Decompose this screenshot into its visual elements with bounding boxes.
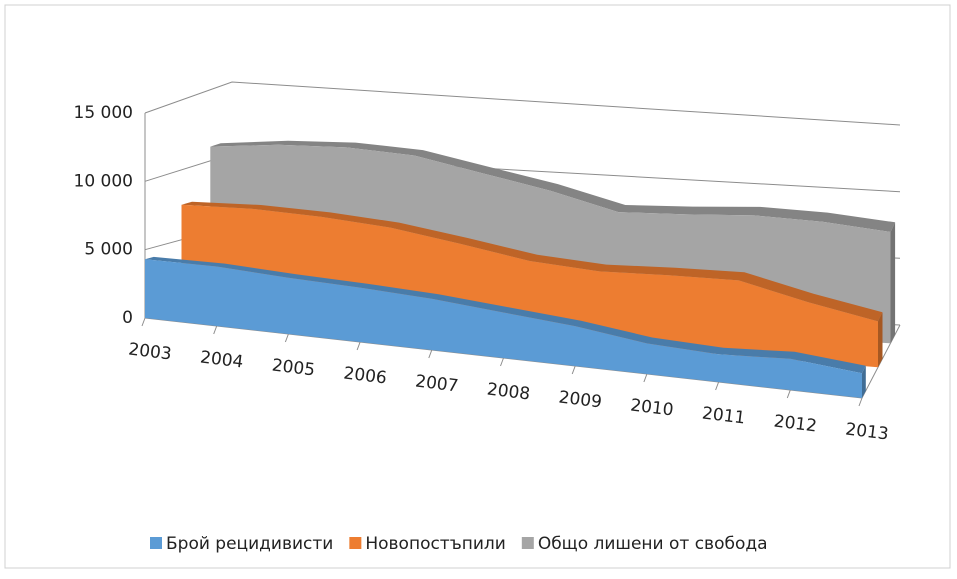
area-top [145,256,866,374]
area-side [890,222,896,344]
x-tick [141,317,146,327]
x-tick [500,357,504,367]
y-tick-label: 5 000 [84,240,133,260]
legend-label: Брой рецидивисти [166,534,333,554]
area-top [210,140,896,232]
grid-line [144,81,901,126]
x-tick [356,341,361,351]
x-tick [858,397,863,407]
area-side [878,312,883,368]
legend-swatch [521,537,534,549]
area-side [862,365,866,398]
x-tick [428,349,433,359]
y-tick-label: 10 000 [74,171,133,191]
x-tick [213,325,218,335]
x-tick [786,389,791,399]
area-front [181,204,878,368]
x-tick [643,373,648,383]
legend-label: Общо лишени от свобода [538,534,768,554]
y-tick-label: 15 000 [74,103,133,123]
x-tick [571,365,576,375]
legend-label: Новопостъпили [365,534,505,554]
x-tick [715,381,720,391]
x-tick [284,333,289,343]
legend-swatch [150,537,162,549]
legend-swatch [349,537,362,549]
area-front [145,259,862,398]
y-tick-label: 0 [122,308,133,328]
